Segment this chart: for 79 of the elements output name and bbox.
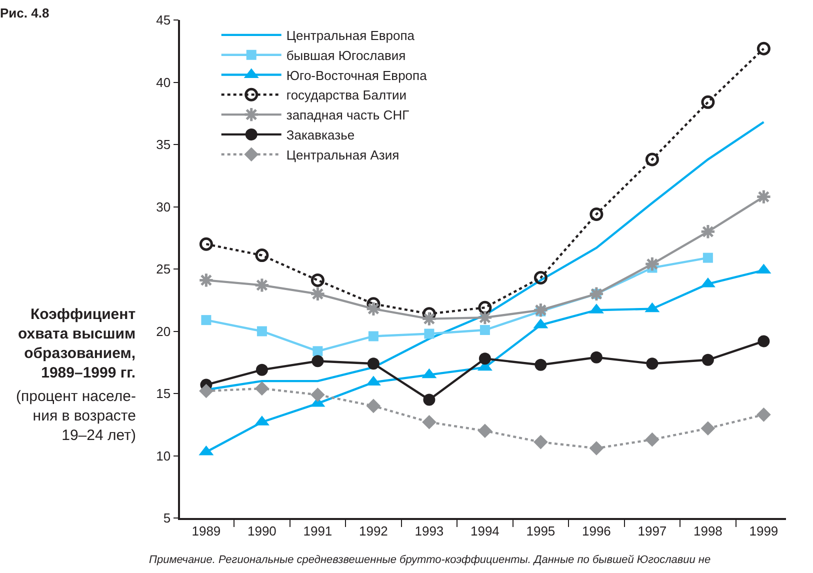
- point: [588, 286, 604, 302]
- point: [201, 315, 212, 326]
- point: [198, 272, 214, 288]
- x-tick-label: 1992: [358, 523, 388, 538]
- point: [421, 310, 438, 327]
- y-axis-title: Коэффициент охвата высшим образованием, 1989–1999 гг.: [18, 306, 136, 382]
- x-tick-label: 1997: [638, 523, 667, 538]
- point: [199, 237, 213, 251]
- point: [254, 277, 270, 294]
- text: (процент населе- ния в возрасте 19–24 лет): [16, 388, 136, 444]
- point: [312, 346, 323, 356]
- x-tick-label: 1996: [582, 523, 611, 538]
- text: Примечание. Региональные средневзвешенные брутто-коэффициенты. Данные по бывшей Югославии не: [149, 554, 711, 566]
- point: [645, 432, 660, 447]
- point: [254, 381, 270, 396]
- x-tick-label: 1999: [749, 523, 778, 538]
- point: [477, 310, 493, 326]
- y-tick-label: 20: [156, 324, 171, 339]
- x-tick-label: 1994: [470, 523, 500, 538]
- y-tick-label: 15: [156, 386, 171, 402]
- y-tick-label: 5: [163, 510, 171, 526]
- point: [590, 207, 604, 221]
- point: [644, 256, 660, 272]
- point: [255, 248, 269, 262]
- x-tick-label: 1989: [192, 523, 221, 538]
- point: [534, 270, 548, 284]
- y-tick-label: 30: [156, 199, 171, 214]
- point: [310, 273, 324, 287]
- point: [645, 152, 659, 166]
- point: [534, 358, 547, 371]
- point: [422, 414, 436, 430]
- point: [199, 384, 214, 398]
- point: [310, 286, 326, 302]
- legend-label: Центральная Европа: [286, 28, 416, 44]
- legend-label: бывшая Югославия: [286, 48, 406, 63]
- x-tick-label: 1991: [303, 523, 332, 538]
- point: [532, 302, 549, 318]
- point: [367, 358, 380, 370]
- point: [756, 408, 771, 422]
- point: [758, 335, 770, 348]
- point: [756, 188, 772, 205]
- x-tick-label: 1998: [693, 523, 722, 538]
- x-tick-label: 1993: [414, 523, 444, 538]
- y-tick-label: 40: [156, 74, 171, 90]
- point: [534, 434, 548, 450]
- x-tick-label: 1995: [526, 523, 556, 538]
- point: [700, 421, 716, 436]
- point: [366, 300, 382, 317]
- point: [423, 394, 436, 406]
- point: [589, 441, 604, 456]
- point: [256, 326, 267, 336]
- y-tick-label: 25: [156, 262, 171, 277]
- point: [368, 331, 378, 342]
- legend-label: Центральная Азия: [286, 147, 400, 162]
- x-tick-label: 1990: [247, 523, 276, 538]
- point: [480, 325, 490, 336]
- point: [702, 354, 714, 366]
- point: [478, 300, 492, 314]
- point: [702, 252, 713, 263]
- text: Рис. 4.8: [0, 6, 50, 21]
- legend-label: Закавказье: [286, 128, 355, 143]
- point: [424, 328, 434, 339]
- point: [366, 398, 381, 414]
- point: [478, 424, 492, 438]
- y-tick-label: 45: [156, 12, 171, 28]
- y-tick-label: 35: [156, 137, 171, 152]
- point: [310, 388, 325, 402]
- point: [756, 42, 770, 56]
- point: [646, 358, 658, 370]
- point: [700, 224, 716, 240]
- point: [701, 95, 715, 109]
- legend-label: западная часть СНГ: [286, 108, 410, 123]
- point: [478, 352, 491, 365]
- legend-label: государства Балтии: [286, 88, 407, 103]
- legend-label: Юго-Восточная Европа: [286, 68, 428, 83]
- point: [256, 364, 268, 376]
- y-tick-label: 10: [156, 448, 171, 464]
- point: [590, 351, 602, 364]
- point: [312, 355, 324, 368]
